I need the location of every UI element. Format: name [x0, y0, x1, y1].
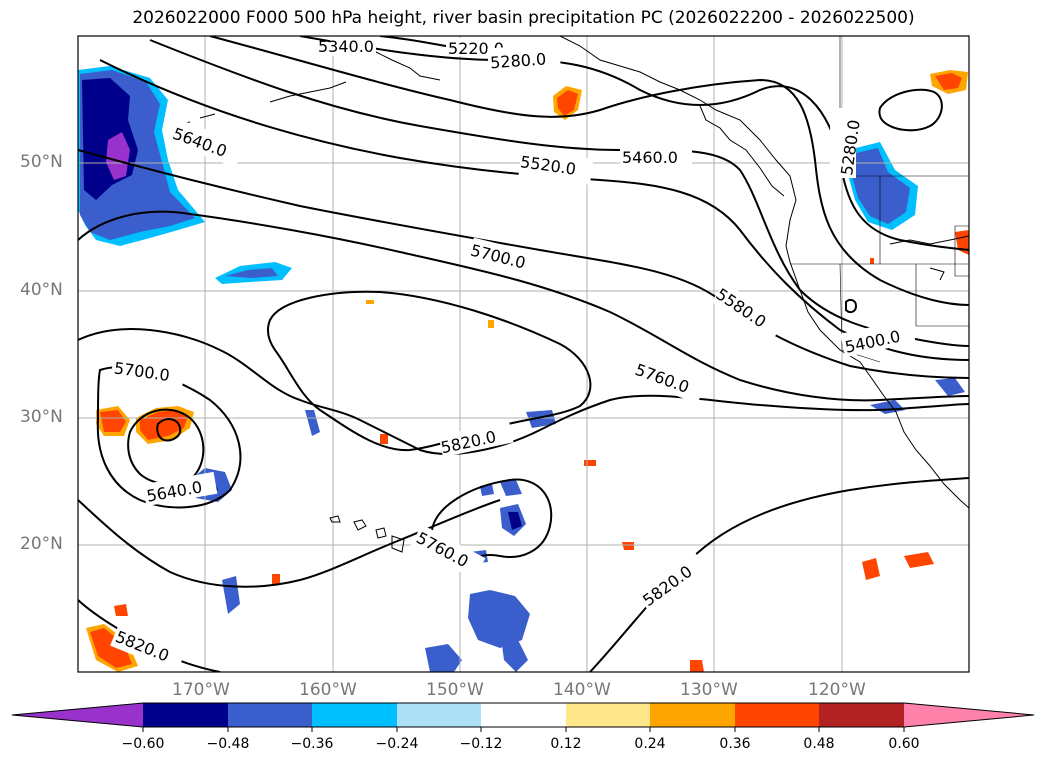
lat-label: 50°N [20, 152, 63, 172]
precip-patch [690, 660, 704, 672]
precip-patch [862, 558, 880, 580]
colorbar-tick-label: 0.48 [803, 736, 835, 752]
colorbar-bin [735, 703, 819, 727]
colorbar-extend-high [904, 703, 1034, 727]
precip-patch [557, 90, 578, 116]
precip-patch [225, 268, 278, 278]
colorbar-tick-label: −0.12 [459, 736, 503, 752]
colorbar-tick-label: −0.60 [121, 736, 165, 752]
lon-label: 130°W [680, 680, 738, 700]
figure-title: 2026022000 F000 500 hPa height, river ba… [132, 8, 915, 28]
precip-patch [870, 400, 905, 414]
colorbar [11, 702, 1035, 732]
precip-patch [904, 552, 934, 568]
colorbar-tick-label: −0.48 [206, 736, 250, 752]
precip-patch [488, 320, 494, 328]
contour-labels: 5220.0 5280.0 5280.0 5460.0 5520.0 5640.… [110, 36, 916, 673]
colorbar-tick-label: 0.60 [888, 736, 920, 752]
precip-patch [366, 300, 374, 304]
precip-patch [508, 512, 522, 530]
lon-label: 170°W [172, 680, 230, 700]
colorbar-bin [143, 703, 228, 727]
colorbar-bin [819, 703, 904, 727]
colorbar-bin [650, 703, 735, 727]
precip-shading [78, 66, 969, 672]
precip-patch [90, 628, 132, 668]
precip-patch [852, 148, 910, 224]
contour-label: 5460.0 [622, 148, 678, 167]
colorbar-extend-low [12, 703, 143, 727]
colorbar-tick-label: 0.24 [634, 736, 666, 752]
precip-patch [114, 604, 128, 616]
lat-label: 40°N [20, 280, 63, 300]
precip-patch [870, 258, 874, 264]
lon-label: 160°W [299, 680, 357, 700]
precip-patch [272, 574, 280, 584]
precip-patch [106, 132, 130, 180]
precip-patch [935, 378, 965, 396]
lon-label: 140°W [553, 680, 611, 700]
lon-label: 150°W [426, 680, 484, 700]
lat-label: 20°N [20, 534, 63, 554]
colorbar-bin [312, 703, 397, 727]
colorbar-bin [481, 703, 566, 727]
precip-patch [526, 410, 556, 428]
precip-patch [380, 434, 388, 444]
political-borders [790, 36, 969, 363]
colorbar-bin [397, 703, 481, 727]
map-frame [77, 35, 970, 673]
precip-patch [622, 542, 634, 550]
precip-patch [305, 410, 320, 436]
colorbar-tick-label: 0.12 [550, 736, 582, 752]
colorbar-tick-label: 0.36 [719, 736, 751, 752]
lon-label: 120°W [808, 680, 866, 700]
colorbar-tick-label: −0.24 [375, 736, 419, 752]
precip-patch [935, 73, 962, 90]
colorbar-tick-label: −0.36 [290, 736, 334, 752]
contour-label: 5340.0 [318, 37, 374, 56]
precip-patch [100, 410, 126, 432]
colorbar-bin [566, 703, 650, 727]
lat-label: 30°N [20, 407, 63, 427]
colorbar-bin [228, 703, 312, 727]
contour-label: 5280.0 [490, 49, 547, 72]
precip-patch [500, 628, 528, 672]
precip-patch [500, 480, 522, 496]
precip-patch [584, 460, 596, 466]
precip-patch [425, 644, 462, 672]
